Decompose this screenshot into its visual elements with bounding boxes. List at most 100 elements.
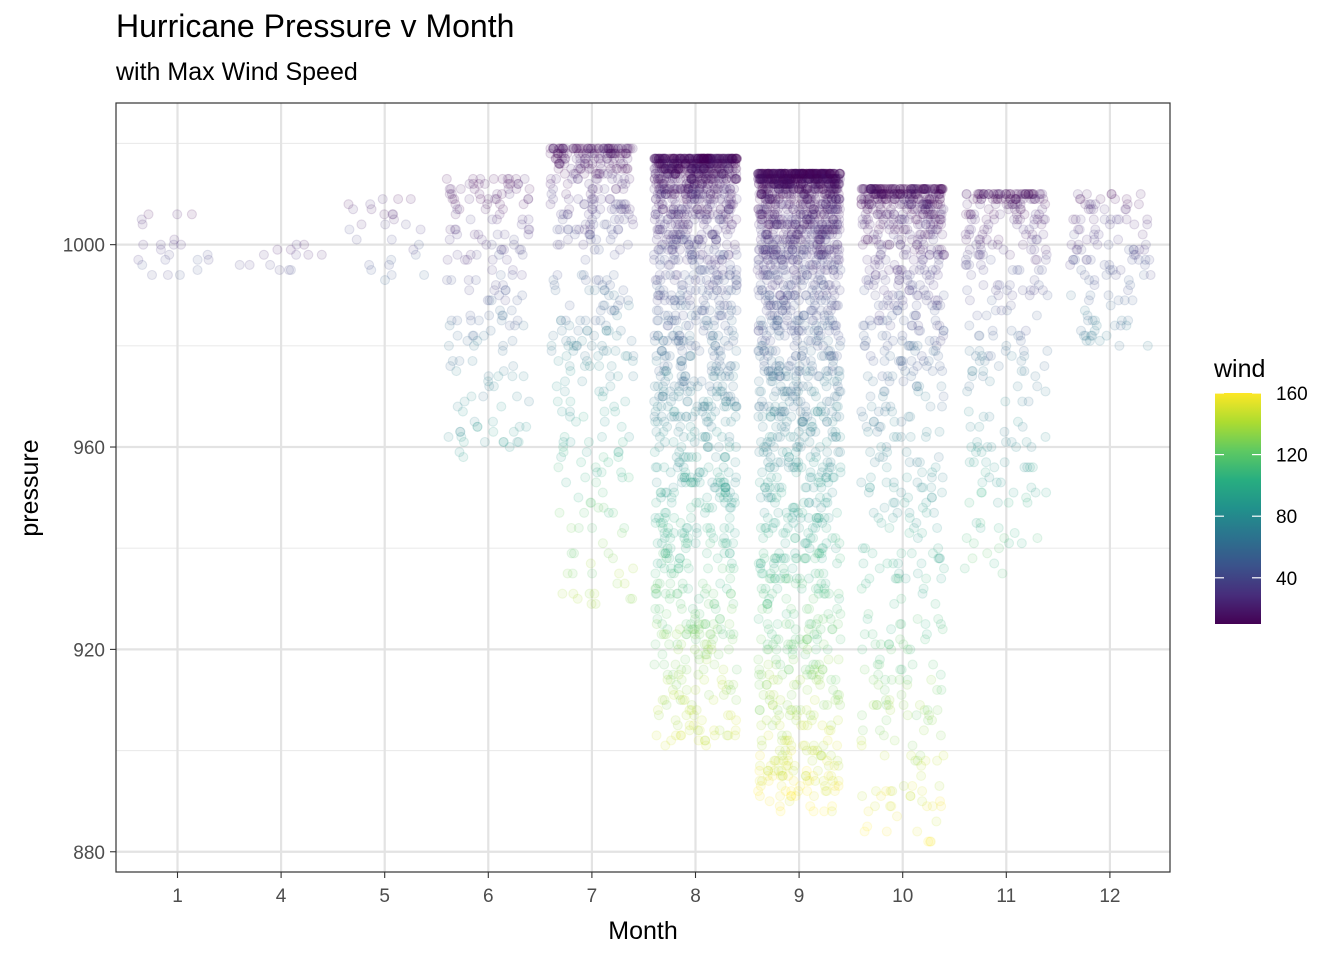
- data-point: [870, 290, 881, 301]
- data-point: [858, 320, 869, 331]
- data-point: [1001, 305, 1013, 316]
- data-point: [610, 345, 621, 356]
- data-point: [699, 674, 710, 685]
- data-point: [620, 178, 631, 189]
- data-point: [720, 320, 731, 331]
- data-point: [912, 239, 923, 250]
- data-point: [600, 320, 612, 331]
- data-point: [776, 780, 787, 792]
- data-point: [879, 502, 890, 513]
- data-point: [725, 684, 736, 695]
- data-point: [784, 619, 795, 630]
- data-point: [575, 163, 586, 174]
- data-point: [612, 163, 623, 174]
- data-point: [938, 750, 949, 761]
- data-point: [891, 811, 903, 822]
- data-point: [344, 224, 355, 235]
- data-point: [504, 441, 515, 453]
- data-point: [504, 320, 515, 331]
- data-point: [759, 553, 770, 564]
- data-point: [484, 295, 495, 306]
- data-point: [895, 634, 906, 645]
- data-point: [588, 219, 599, 230]
- data-point: [608, 143, 619, 154]
- data-point: [964, 244, 975, 255]
- data-point: [993, 290, 1004, 301]
- data-point: [914, 457, 925, 468]
- data-point: [160, 254, 171, 265]
- data-point: [779, 426, 790, 437]
- data-point: [972, 310, 983, 321]
- data-point: [710, 452, 722, 463]
- data-point: [833, 654, 844, 665]
- data-point: [886, 801, 897, 812]
- data-point: [774, 548, 785, 559]
- data-point: [925, 401, 936, 412]
- data-point: [1081, 189, 1092, 200]
- data-point: [763, 183, 774, 195]
- data-point: [493, 249, 505, 260]
- data-point: [920, 619, 931, 630]
- data-point: [722, 492, 734, 503]
- data-point: [916, 350, 927, 362]
- data-point: [802, 775, 813, 786]
- data-point: [566, 335, 577, 346]
- data-point: [552, 269, 563, 281]
- data-point: [790, 578, 801, 589]
- data-point: [933, 219, 944, 230]
- data-point: [203, 254, 214, 265]
- data-point: [623, 143, 634, 154]
- data-point: [983, 204, 994, 215]
- data-point: [609, 204, 620, 215]
- data-point: [893, 568, 905, 579]
- data-point: [513, 178, 524, 189]
- data-point: [608, 158, 619, 169]
- data-point: [556, 406, 568, 417]
- data-point: [593, 244, 604, 255]
- data-point: [624, 173, 635, 184]
- data-point: [498, 340, 509, 351]
- data-point: [827, 624, 838, 635]
- data-point: [695, 264, 707, 276]
- data-point: [959, 563, 970, 574]
- data-point: [274, 264, 285, 276]
- data-point: [916, 558, 927, 569]
- data-point: [519, 173, 530, 184]
- data-point: [551, 173, 562, 184]
- data-point: [506, 305, 517, 316]
- data-point: [548, 143, 559, 154]
- data-point: [494, 305, 506, 316]
- data-point: [999, 457, 1010, 468]
- data-point: [668, 406, 679, 417]
- data-point: [767, 639, 779, 650]
- data-point: [901, 269, 913, 281]
- data-point: [599, 406, 610, 417]
- data-point: [893, 280, 904, 291]
- data-point: [782, 219, 793, 230]
- data-point: [790, 447, 801, 458]
- data-point: [928, 507, 940, 518]
- data-point: [441, 173, 452, 184]
- data-point: [445, 224, 456, 235]
- data-point: [860, 234, 871, 245]
- data-point: [559, 158, 570, 169]
- data-point: [586, 194, 597, 205]
- data-point: [857, 791, 868, 802]
- data-point: [585, 229, 596, 240]
- data-point: [877, 189, 888, 200]
- data-point: [562, 209, 573, 220]
- data-point: [904, 457, 915, 468]
- data-point: [625, 143, 636, 154]
- data-point: [809, 694, 820, 706]
- data-point: [554, 158, 565, 169]
- data-point: [835, 608, 846, 620]
- data-point: [499, 229, 510, 240]
- data-point: [833, 330, 844, 341]
- data-point: [774, 801, 785, 812]
- data-point: [591, 234, 602, 245]
- data-point: [772, 674, 783, 685]
- data-point: [623, 209, 634, 220]
- data-point: [594, 386, 605, 397]
- data-point: [478, 391, 489, 402]
- data-point: [584, 219, 596, 230]
